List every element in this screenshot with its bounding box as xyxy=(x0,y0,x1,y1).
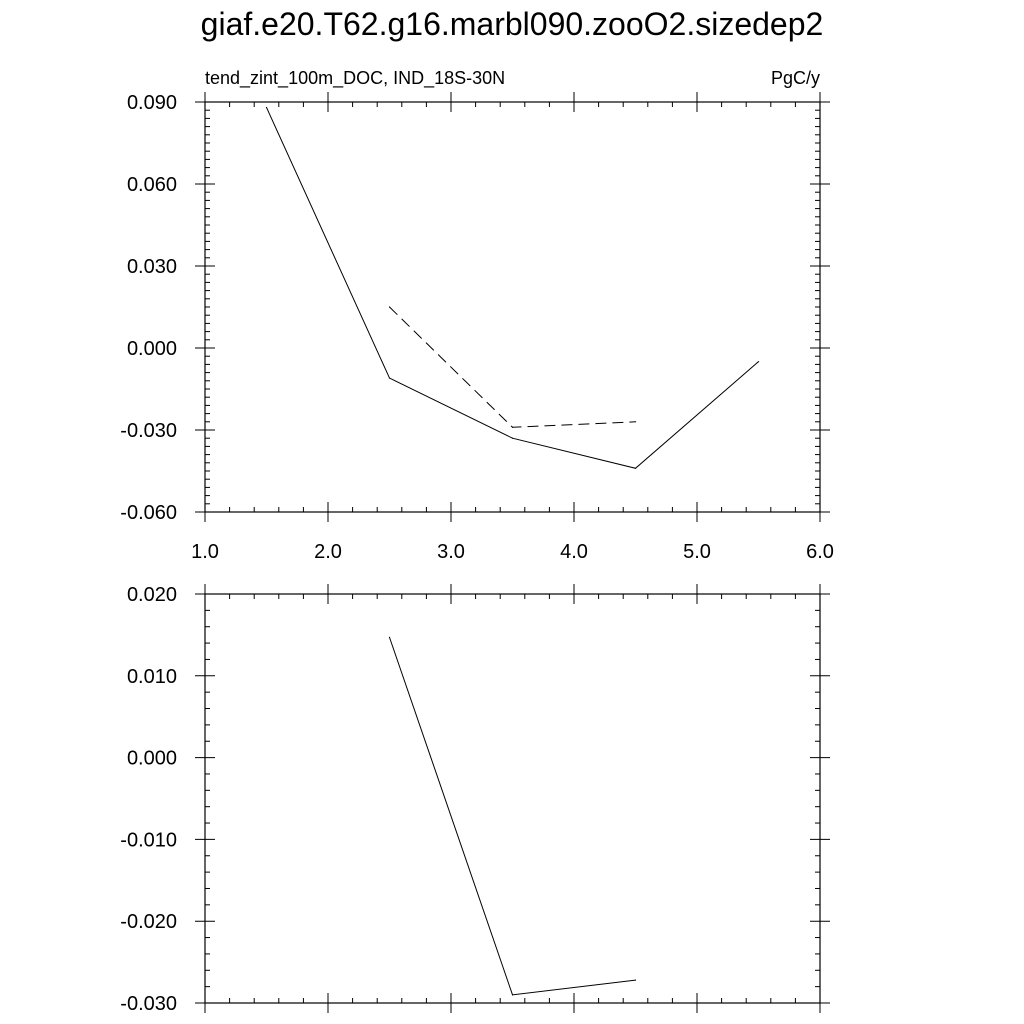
panel1-ytick-label: -0.030 xyxy=(120,420,177,442)
panel1-series-2-point xyxy=(388,306,391,308)
panel1-xtick-label: 5.0 xyxy=(683,541,711,563)
panel1-xtick-label: 3.0 xyxy=(437,541,465,563)
panel2-ytick-label: -0.010 xyxy=(120,829,177,851)
panel1-series-2-point xyxy=(634,421,637,423)
panel1-xtick-label: 6.0 xyxy=(806,541,834,563)
panel2-series-1-line xyxy=(389,637,636,996)
panel2-series-1-point xyxy=(511,994,514,996)
panel2-ytick-label: -0.020 xyxy=(120,911,177,933)
panel2-ytick-label: 0.020 xyxy=(127,584,177,606)
panel1-series-1-point xyxy=(634,467,637,469)
panel1-series-1-point xyxy=(511,437,514,439)
panel2-ytick-label: -0.030 xyxy=(120,993,177,1015)
panel1-ytick-label: 0.060 xyxy=(127,174,177,196)
panel1-series-1-line xyxy=(266,107,759,469)
chart-title: giaf.e20.T62.g16.marbl090.zooO2.sizedep2 xyxy=(200,6,824,42)
panel1-xtick-label: 1.0 xyxy=(191,541,219,563)
panel1-series-1-point xyxy=(757,361,760,363)
panel1-xtick-label: 2.0 xyxy=(314,541,342,563)
panel1-frame xyxy=(204,101,821,513)
panel2-series-1-point xyxy=(388,636,391,638)
panel1-series-2-point xyxy=(511,426,514,428)
panel1-ytick-label: 0.000 xyxy=(127,338,177,360)
panel1-ytick-label: -0.060 xyxy=(120,502,177,524)
panel1-series-1-point xyxy=(388,377,391,379)
panel1-left-label: tend_zint_100m_DOC, IND_18S-30N xyxy=(205,68,505,89)
panel1-ytick-label: 0.090 xyxy=(127,92,177,114)
panel1-xtick-label: 4.0 xyxy=(560,541,588,563)
panel2-ytick-label: 0.000 xyxy=(127,748,177,770)
panel1-series-2-line xyxy=(389,306,636,428)
panel2-frame xyxy=(204,593,821,1004)
panel1-right-label: PgC/y xyxy=(771,68,820,88)
panel1-series-1-point xyxy=(265,106,268,109)
panel2-series-1-point xyxy=(634,979,637,981)
panel1-ytick-label: 0.030 xyxy=(127,256,177,278)
panel2-ytick-label: 0.010 xyxy=(127,666,177,688)
